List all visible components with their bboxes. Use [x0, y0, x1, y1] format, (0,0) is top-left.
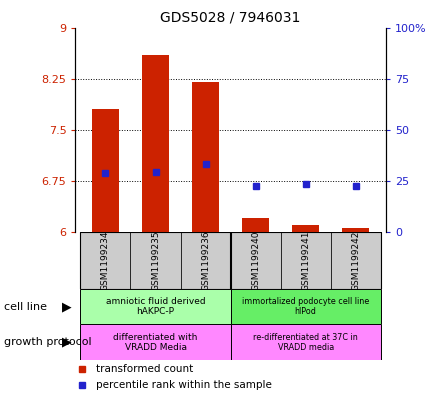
FancyBboxPatch shape: [330, 232, 380, 289]
Text: ▶: ▶: [62, 300, 71, 313]
FancyBboxPatch shape: [230, 324, 380, 360]
FancyBboxPatch shape: [130, 232, 180, 289]
Text: GSM1199234: GSM1199234: [101, 230, 110, 290]
Title: GDS5028 / 7946031: GDS5028 / 7946031: [160, 11, 300, 25]
Bar: [92, 109, 119, 232]
Text: GSM1199236: GSM1199236: [200, 230, 209, 291]
Bar: [241, 218, 269, 232]
Text: GSM1199235: GSM1199235: [150, 230, 160, 291]
FancyBboxPatch shape: [80, 232, 130, 289]
FancyBboxPatch shape: [80, 324, 230, 360]
Bar: [141, 55, 169, 232]
Text: percentile rank within the sample: percentile rank within the sample: [96, 380, 271, 390]
FancyBboxPatch shape: [230, 232, 280, 289]
Bar: [341, 228, 369, 232]
Text: re-differentiated at 37C in
VRADD media: re-differentiated at 37C in VRADD media: [253, 332, 357, 352]
FancyBboxPatch shape: [80, 289, 230, 324]
Text: GSM1199240: GSM1199240: [251, 230, 260, 290]
Text: amniotic fluid derived
hAKPC-P: amniotic fluid derived hAKPC-P: [105, 297, 205, 316]
Text: ▶: ▶: [62, 336, 71, 349]
Text: transformed count: transformed count: [96, 364, 193, 373]
Text: cell line: cell line: [4, 301, 47, 312]
Text: immortalized podocyte cell line
hIPod: immortalized podocyte cell line hIPod: [242, 297, 369, 316]
Text: growth protocol: growth protocol: [4, 337, 92, 347]
Text: GSM1199242: GSM1199242: [350, 230, 359, 290]
FancyBboxPatch shape: [230, 289, 380, 324]
Bar: [291, 225, 319, 232]
Text: differentiated with
VRADD Media: differentiated with VRADD Media: [113, 332, 197, 352]
Bar: [191, 82, 219, 232]
Text: GSM1199241: GSM1199241: [301, 230, 310, 290]
FancyBboxPatch shape: [180, 232, 230, 289]
FancyBboxPatch shape: [280, 232, 330, 289]
